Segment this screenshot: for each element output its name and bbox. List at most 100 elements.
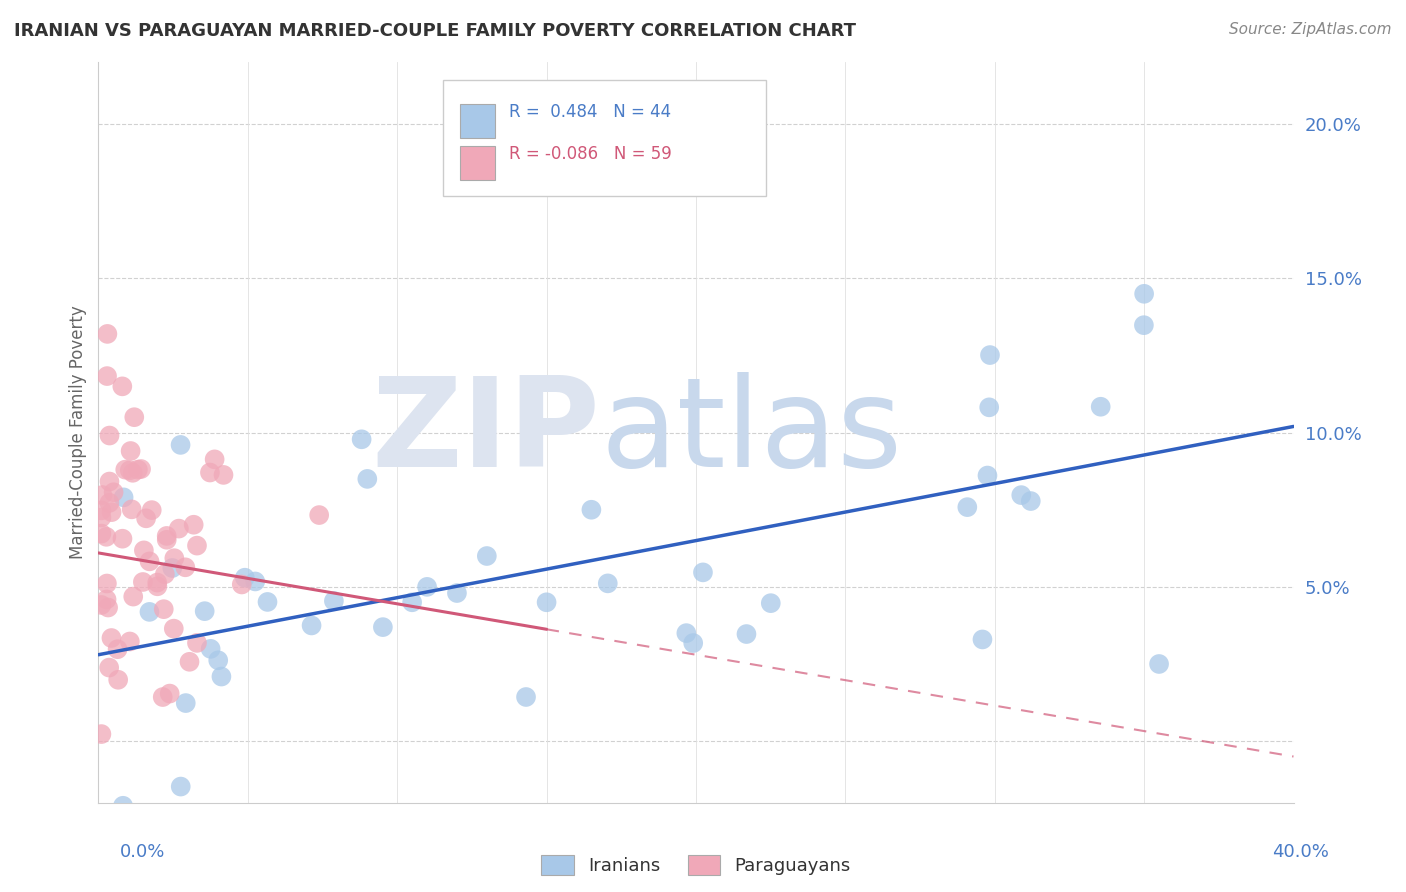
- Point: [231, 577, 253, 591]
- Point: [245, 574, 267, 589]
- Point: [565, 163, 588, 178]
- Point: [141, 503, 163, 517]
- Point: [121, 502, 143, 516]
- Point: [692, 566, 714, 580]
- Point: [301, 618, 323, 632]
- Point: [759, 596, 782, 610]
- Point: [596, 576, 619, 591]
- Point: [174, 560, 197, 574]
- Point: [170, 780, 193, 794]
- Text: ZIP: ZIP: [371, 372, 600, 493]
- Point: [356, 472, 378, 486]
- Point: [350, 432, 373, 446]
- Point: [163, 551, 186, 566]
- Point: [120, 444, 142, 458]
- Point: [256, 595, 278, 609]
- Point: [96, 530, 118, 544]
- Point: [156, 529, 179, 543]
- Point: [163, 622, 186, 636]
- Point: [112, 798, 135, 813]
- Point: [132, 543, 155, 558]
- Point: [146, 575, 169, 590]
- Point: [204, 452, 226, 467]
- Point: [1019, 494, 1042, 508]
- Point: [90, 510, 112, 524]
- Point: [98, 660, 121, 674]
- Point: [979, 348, 1001, 362]
- Point: [1147, 657, 1170, 671]
- Text: R =  0.484   N = 44: R = 0.484 N = 44: [509, 103, 671, 121]
- Point: [735, 627, 758, 641]
- Point: [976, 468, 998, 483]
- Text: Source: ZipAtlas.com: Source: ZipAtlas.com: [1229, 22, 1392, 37]
- Point: [96, 369, 118, 384]
- Point: [114, 462, 136, 476]
- Point: [107, 642, 129, 657]
- Point: [401, 595, 423, 609]
- Point: [169, 438, 191, 452]
- Point: [212, 467, 235, 482]
- Point: [209, 669, 232, 683]
- Point: [1133, 286, 1156, 301]
- Point: [174, 696, 197, 710]
- Point: [186, 636, 208, 650]
- Text: atlas: atlas: [600, 372, 903, 493]
- Point: [90, 598, 112, 612]
- Point: [322, 594, 344, 608]
- Point: [152, 602, 174, 616]
- Point: [979, 401, 1001, 415]
- Point: [118, 634, 141, 648]
- Point: [1133, 318, 1156, 333]
- Point: [200, 641, 222, 656]
- Point: [308, 508, 330, 522]
- Y-axis label: Married-Couple Family Poverty: Married-Couple Family Poverty: [69, 306, 87, 559]
- Point: [416, 580, 439, 594]
- Text: 40.0%: 40.0%: [1272, 843, 1329, 861]
- Point: [98, 428, 121, 442]
- Point: [98, 496, 121, 510]
- Point: [98, 475, 121, 489]
- Point: [100, 505, 122, 519]
- Point: [96, 592, 118, 607]
- Text: R = -0.086   N = 59: R = -0.086 N = 59: [509, 145, 672, 163]
- Point: [159, 687, 181, 701]
- Point: [972, 632, 994, 647]
- Point: [90, 727, 112, 741]
- Point: [446, 586, 468, 600]
- Point: [682, 636, 704, 650]
- Point: [132, 574, 155, 589]
- Point: [153, 567, 176, 582]
- Point: [118, 463, 141, 477]
- Point: [111, 379, 134, 393]
- Point: [194, 604, 217, 618]
- Point: [207, 653, 229, 667]
- Point: [179, 655, 201, 669]
- Point: [90, 503, 112, 517]
- Point: [124, 410, 146, 425]
- Point: [146, 579, 169, 593]
- Text: IRANIAN VS PARAGUAYAN MARRIED-COUPLE FAMILY POVERTY CORRELATION CHART: IRANIAN VS PARAGUAYAN MARRIED-COUPLE FAM…: [14, 22, 856, 40]
- Point: [96, 326, 118, 341]
- Point: [183, 517, 205, 532]
- Point: [475, 549, 498, 563]
- Point: [167, 522, 190, 536]
- Point: [100, 631, 122, 645]
- Point: [186, 539, 208, 553]
- Point: [111, 532, 134, 546]
- Point: [233, 571, 256, 585]
- Point: [129, 462, 152, 476]
- Point: [536, 595, 558, 609]
- Point: [127, 462, 149, 476]
- Point: [162, 561, 184, 575]
- Point: [1090, 400, 1112, 414]
- Point: [152, 690, 174, 704]
- Point: [515, 690, 537, 704]
- Point: [91, 488, 114, 502]
- Point: [96, 576, 118, 591]
- Point: [371, 620, 394, 634]
- Point: [1010, 488, 1032, 502]
- Point: [675, 626, 697, 640]
- Point: [156, 533, 179, 547]
- Point: [138, 605, 160, 619]
- Point: [121, 466, 143, 480]
